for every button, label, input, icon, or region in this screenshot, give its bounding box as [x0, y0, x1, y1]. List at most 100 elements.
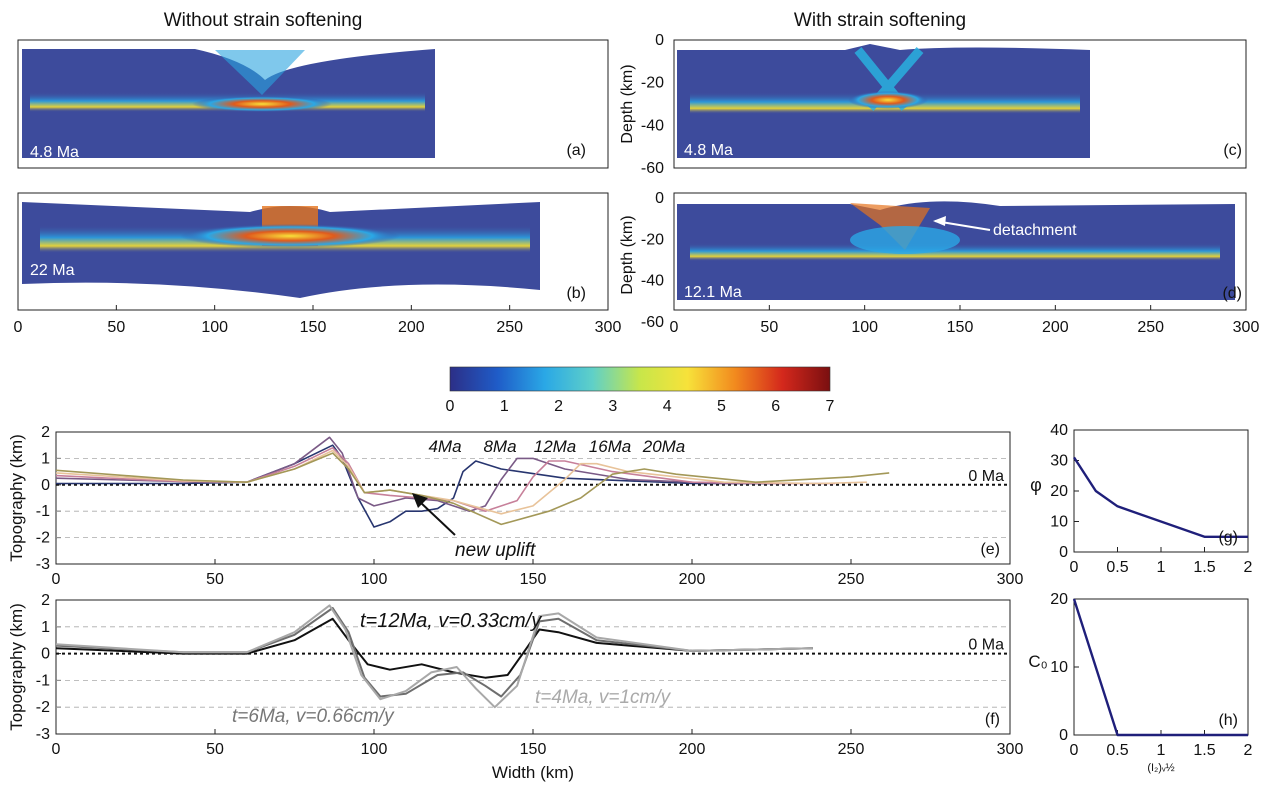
- age-label-d: 12.1 Ma: [684, 284, 742, 301]
- x-tick-label: 0.5: [1106, 559, 1128, 576]
- y-tick-label: 0: [1059, 727, 1068, 744]
- model-panel-b: 22 Ma (b): [17, 192, 609, 311]
- series-label: 8Ma: [483, 437, 516, 456]
- y-axis-label: Topography (km): [7, 603, 26, 731]
- y-tick-label: 0: [1059, 544, 1068, 561]
- panel-letter-a: (a): [566, 142, 586, 159]
- y-tick-label: 1: [41, 619, 50, 636]
- depth-tick-label: 0: [655, 32, 664, 49]
- depth-ticks: 0 -20 -40 -60 0 -20 -40 -60: [641, 32, 664, 331]
- y-tick-label: 10: [1050, 659, 1068, 676]
- model-x-tick-label: 150: [947, 319, 974, 336]
- x-tick-label: 50: [206, 571, 224, 588]
- series-label: 16Ma: [589, 437, 632, 456]
- colorbar-tick-label: 0: [446, 398, 455, 415]
- annotation-arrow: [419, 501, 456, 536]
- x-tick-label: 2: [1244, 742, 1253, 759]
- depth-tick-label: -40: [641, 117, 664, 134]
- y-tick-label: -1: [36, 672, 50, 689]
- model-x-tick-label: 0: [14, 319, 23, 336]
- series-line-t-6ma-v-0-66cm-y: [55, 607, 813, 698]
- depth-tick-label: -20: [641, 231, 664, 248]
- colorbar-tick-label: 7: [826, 398, 835, 415]
- y-tick-label: 10: [1050, 514, 1068, 531]
- model-x-tick-label: 300: [595, 319, 622, 336]
- y-tick-label: 0: [41, 477, 50, 494]
- chart-f: 0 50 100 150 200 250 300 2 1 0 -1 -2 -3 Topography (k…: [7, 592, 1023, 782]
- series-label: 4Ma: [428, 437, 461, 456]
- y-axis-label: Topography (km): [7, 434, 26, 562]
- depth-tick-label: -60: [641, 160, 664, 177]
- colorbar-tick-label: 5: [717, 398, 726, 415]
- model-x-tick-label: 50: [107, 319, 125, 336]
- x-tick-label: 50: [206, 741, 224, 758]
- x-tick-label: 250: [838, 741, 865, 758]
- model-panel-d: detachment 12.1 Ma (d): [673, 192, 1247, 311]
- y-tick-label: -1: [36, 503, 50, 520]
- x-tick-label: 100: [361, 571, 388, 588]
- series-line-4ma: [56, 444, 772, 528]
- chart-e: 0 50 100 150 200 250 300 2 1 0 -1 -2 -3 Topography (k…: [7, 424, 1023, 588]
- y-tick-label: 2: [41, 424, 50, 441]
- y-tick-label: -2: [36, 530, 50, 547]
- x-tick-label: 200: [679, 741, 706, 758]
- x-tick-label: 0: [1070, 742, 1079, 759]
- panel-letter: (g): [1218, 529, 1238, 546]
- x-tick-label: 1: [1157, 559, 1166, 576]
- model-x-tick-label: 200: [398, 319, 425, 336]
- x-tick-label: 0: [52, 571, 61, 588]
- x-tick-label: 150: [520, 571, 547, 588]
- series-line-8ma: [55, 436, 788, 513]
- depth-tick-label: -60: [641, 314, 664, 331]
- y-tick-label: 20: [1050, 591, 1068, 608]
- series-label: t=12Ma, v=0.33cm/y: [360, 610, 542, 632]
- panel-letter-c: (c): [1223, 142, 1242, 159]
- series-label: t=6Ma, v=0.66cm/y: [232, 706, 395, 727]
- x-tick-label: 300: [997, 741, 1024, 758]
- model-x-tick-label: 0: [670, 319, 679, 336]
- panel-letter: (e): [980, 541, 1000, 558]
- y-tick-label: -3: [36, 726, 50, 743]
- x-axis-label: Width (km): [492, 763, 574, 782]
- colorbar-tick-label: 6: [771, 398, 780, 415]
- x-tick-label: 200: [679, 571, 706, 588]
- series-label: 12Ma: [534, 437, 577, 456]
- age-label-a: 4.8 Ma: [30, 144, 79, 161]
- x-axis-label: (I₂)ᵥ½: [1147, 762, 1174, 774]
- depth-tick-label: 0: [655, 190, 664, 207]
- depth-ylabel-c: Depth (km): [619, 64, 636, 143]
- colorbar-tick-label: 4: [663, 398, 672, 415]
- chart-g: 0 0.5 1 1.5 2 40 30 20 10 0 φ (g): [1030, 422, 1252, 576]
- x-tick-label: 300: [997, 571, 1024, 588]
- model-x-ticks: 0 50 100 150 200 250 300 0 50 100 150 200 250 300: [14, 305, 1260, 336]
- depth-ylabel-d: Depth (km): [619, 215, 636, 294]
- model-x-tick-label: 200: [1042, 319, 1069, 336]
- series-line-0: [1072, 598, 1248, 737]
- model-x-tick-label: 300: [1233, 319, 1260, 336]
- x-tick-label: 0.5: [1106, 742, 1128, 759]
- annotation-arrowhead: [412, 493, 428, 508]
- y-tick-label: 0: [41, 646, 50, 663]
- detachment-label: detachment: [993, 222, 1077, 239]
- depth-tick-label: -40: [641, 273, 664, 290]
- y-tick-label: 2: [41, 592, 50, 609]
- y-tick-label: 1: [41, 450, 50, 467]
- chart-h: 0 0.5 1 1.5 2 20 10 0 C₀ (I₂)ᵥ½ (h): [1028, 591, 1252, 774]
- colorbar-tick-label: 1: [500, 398, 509, 415]
- reference-label: 0 Ma: [968, 637, 1004, 654]
- model-x-tick-label: 150: [300, 319, 327, 336]
- age-label-c: 4.8 Ma: [684, 142, 733, 159]
- x-tick-label: 100: [361, 741, 388, 758]
- series-label: 20Ma: [642, 437, 686, 456]
- panel-letter-d: (d): [1222, 285, 1242, 302]
- depth-tick-label: -20: [641, 75, 664, 92]
- y-tick-label: -2: [36, 699, 50, 716]
- x-tick-label: 250: [838, 571, 865, 588]
- y-tick-label: 40: [1050, 422, 1068, 439]
- y-tick-label: 20: [1050, 483, 1068, 500]
- reference-label: 0 Ma: [968, 468, 1004, 485]
- series-label: t=4Ma, v=1cm/y: [535, 687, 672, 708]
- series-line-t-4ma-v-1cm-y: [55, 604, 813, 709]
- model-x-tick-label: 250: [496, 319, 523, 336]
